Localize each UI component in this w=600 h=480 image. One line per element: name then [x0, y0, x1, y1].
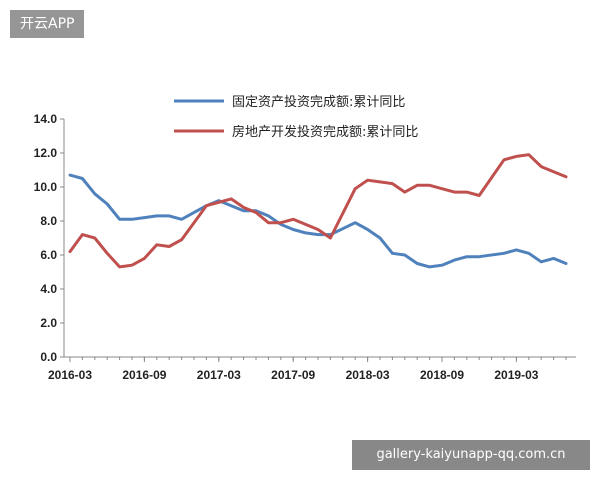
chart-axes: 14.0 12.0 10.0 8.0 6.0 4.0 2.0 0.0 2016-03 2016-0… [34, 112, 576, 382]
chart-plot-area [68, 153, 568, 269]
x-tick-label: 2017-03 [197, 368, 241, 382]
x-tick-label: 2018-09 [420, 368, 464, 382]
y-tick-label: 14.0 [34, 112, 58, 126]
app-badge: 开云APP [10, 10, 85, 38]
series-line-fixed-asset-investment [68, 173, 568, 269]
y-tick-label: 2.0 [40, 316, 57, 330]
y-tick-label: 6.0 [40, 248, 57, 262]
y-tick-label: 10.0 [34, 180, 58, 194]
x-tick-label: 2019-03 [494, 368, 538, 382]
y-tick-label: 12.0 [34, 146, 58, 160]
y-tick-label: 4.0 [40, 282, 57, 296]
y-tick-label: 8.0 [40, 214, 57, 228]
x-tick-label: 2016-03 [48, 368, 92, 382]
series-line-real-estate-investment [68, 153, 568, 269]
x-tick-label: 2016-09 [122, 368, 166, 382]
x-tick-label: 2018-03 [346, 368, 390, 382]
chart-legend: 固定资产投资完成额:累计同比 房地产开发投资完成额:累计同比 [174, 94, 418, 140]
y-tick-label: 0.0 [40, 350, 57, 364]
legend-label-fixed-asset: 固定资产投资完成额:累计同比 [232, 94, 405, 110]
legend-label-real-estate: 房地产开发投资完成额:累计同比 [232, 124, 418, 140]
watermark-url: gallery-kaiyunapp-qq.com.cn [352, 440, 590, 470]
x-tick-label: 2017-09 [271, 368, 315, 382]
